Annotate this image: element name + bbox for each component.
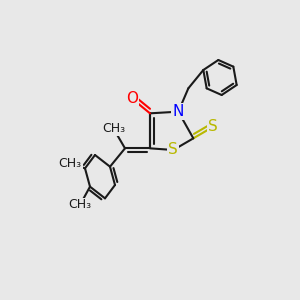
- Text: O: O: [126, 91, 138, 106]
- Text: CH₃: CH₃: [58, 157, 82, 170]
- Text: N: N: [172, 104, 184, 119]
- Text: S: S: [208, 119, 218, 134]
- Text: CH₃: CH₃: [68, 199, 92, 212]
- Text: S: S: [169, 142, 178, 158]
- Text: CH₃: CH₃: [102, 122, 125, 135]
